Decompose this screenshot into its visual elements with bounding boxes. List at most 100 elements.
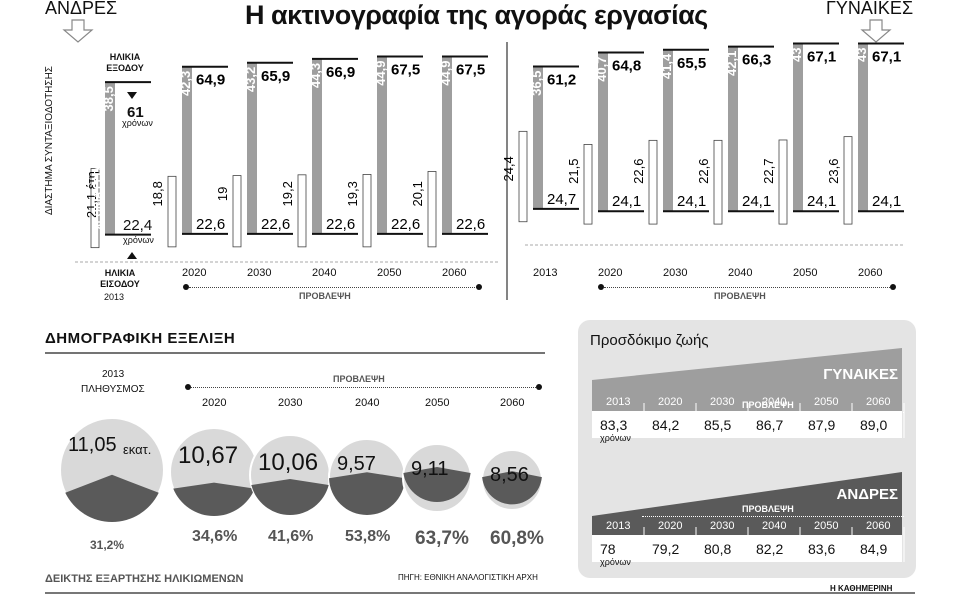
- demo-forecast-line: [191, 387, 536, 388]
- women-pension-years-2020: 21,5: [566, 159, 581, 184]
- men-header: ΑΝΔΡΕΣ: [45, 0, 118, 18]
- men-work-years-2040: 44,3: [308, 63, 323, 88]
- men-forecast-dot-end: [476, 284, 482, 290]
- men-pension-years-2013: 21,1 έτη: [84, 171, 99, 218]
- men-pension-years-2020: 18,8: [150, 181, 165, 206]
- women-work-bar-2060: [858, 43, 868, 212]
- women-pension-bar-2040: [713, 139, 723, 225]
- le-year-ΓΥΝΑΙΚΕΣ-2013: 2013: [606, 396, 631, 408]
- le-value-ΑΝΔΡΕΣ-2060: 84,9: [860, 541, 888, 557]
- dependency-segment-2020: [173, 482, 255, 516]
- men-entry-age-2060: 22,6: [456, 216, 485, 233]
- le-men-forecast-label: ΠΡΟΒΛΕΨΗ: [742, 504, 794, 514]
- le-year-ΓΥΝΑΙΚΕΣ-2030: 2030: [710, 396, 735, 408]
- men-year-2050: 2050: [377, 267, 402, 279]
- le-value-ΓΥΝΑΙΚΕΣ-2050: 87,9: [808, 417, 836, 433]
- le-women-label: ΓΥΝΑΙΚΕΣ: [823, 366, 898, 383]
- demo-year-2060: 2060: [500, 397, 525, 409]
- women-exit-age-2040: 66,3: [742, 52, 771, 69]
- le-value-ΑΝΔΡΕΣ-2040: 82,2: [756, 541, 784, 557]
- women-year-2040: 2040: [728, 267, 753, 279]
- publisher-label: Η ΚΑΘΗΜΕΡΙΝΗ: [830, 584, 893, 593]
- population-label: ΠΛΗΘΥΣΜΟΣ: [81, 384, 145, 395]
- women-work-bar-2040: [728, 46, 738, 212]
- women-work-bar-2020: [598, 52, 608, 212]
- women-pension-bar-2030: [648, 139, 658, 225]
- le-unit-1: χρόνων: [600, 557, 631, 567]
- women-year-2020: 2020: [598, 267, 623, 279]
- men-exit-age-2013: 61: [127, 104, 144, 121]
- men-entry-age-2050: 22,6: [391, 216, 420, 233]
- men-work-years-2013: 38,5: [101, 86, 116, 111]
- men-forecast-label: ΠΡΟΒΛΕΨΗ: [299, 291, 351, 301]
- men-entry-age-2013: 22,4: [123, 217, 153, 234]
- le-unit-0: χρόνων: [600, 433, 631, 443]
- men-year-2020: 2020: [182, 267, 207, 279]
- men-pension-bar-2040: [297, 174, 307, 248]
- demo-year-2050: 2050: [425, 397, 450, 409]
- women-pension-years-2013: 24,4: [501, 156, 516, 181]
- dependency-label: ΔΕΙΚΤΗΣ ΕΞΑΡΤΗΣΗΣ ΗΛΙΚΙΩΜΕΝΩΝ: [45, 573, 244, 585]
- le-year-ΑΝΔΡΕΣ-2050: 2050: [814, 520, 839, 532]
- men-arrow-icon: [62, 19, 94, 43]
- women-pension-years-2030: 22,6: [631, 159, 646, 184]
- men-pension-bar-2050: [362, 174, 372, 248]
- population-unit: εκατ.: [123, 442, 152, 457]
- men-work-bar-2040: [312, 58, 322, 234]
- exit-age-label: ΗΛΙΚΙΑ ΕΞΟΔΟΥ: [106, 52, 144, 73]
- women-forecast-dot-start: [598, 284, 604, 290]
- women-arrow-icon: [860, 19, 892, 43]
- life-expectancy-shapes: [592, 348, 905, 562]
- men-work-bar-2050: [377, 56, 387, 234]
- demo-year-2040: 2040: [355, 397, 380, 409]
- population-value-2060: 8,56: [490, 464, 529, 486]
- women-work-bar-2013: [533, 66, 543, 209]
- le-value-ΑΝΔΡΕΣ-2013: 78: [600, 541, 616, 557]
- men-exit-age-2060: 67,5: [456, 61, 485, 78]
- men-forecast-line: [189, 287, 479, 288]
- population-value-2040: 9,57: [337, 453, 376, 475]
- years-unit-entry: χρόνων: [123, 235, 154, 245]
- dependency-segment-2013: [65, 474, 159, 522]
- women-forecast-dot-end: [890, 284, 896, 290]
- men-base-year: 2013: [104, 292, 125, 302]
- dependency-segment-2040: [329, 472, 405, 516]
- le-year-ΓΥΝΑΙΚΕΣ-2040: 2040: [762, 396, 787, 408]
- dependency-value-2013: 31,2%: [90, 538, 125, 552]
- dependency-segment-2030: [251, 479, 329, 516]
- life-expectancy-header: Προσδόκιμο ζωής: [590, 332, 709, 349]
- le-men-label: ΑΝΔΡΕΣ: [836, 486, 898, 503]
- men-pension-years-2030: 19: [215, 187, 230, 201]
- dependency-segment-2060: [482, 471, 542, 505]
- men-work-bar-2020: [182, 66, 192, 234]
- men-pension-years-2040: 19,2: [280, 181, 295, 206]
- le-year-ΑΝΔΡΕΣ-2020: 2020: [658, 520, 683, 532]
- men-entry-age-2040: 22,6: [326, 216, 355, 233]
- women-work-bar-2050: [793, 43, 803, 212]
- men-pension-bar-2030: [232, 175, 242, 248]
- le-year-ΑΝΔΡΕΣ-2013: 2013: [606, 520, 631, 532]
- men-exit-age-2020: 64,9: [196, 72, 225, 89]
- women-forecast-line: [604, 287, 894, 288]
- women-pension-bar-2020: [583, 144, 593, 225]
- women-pension-years-2060: 23,6: [826, 159, 841, 184]
- dependency-value-2050: 63,7%: [415, 528, 469, 549]
- entry-arrow-icon: [127, 252, 137, 259]
- women-pension-bar-2013: [518, 130, 528, 223]
- le-year-ΑΝΔΡΕΣ-2060: 2060: [866, 520, 891, 532]
- women-work-years-2050: 43: [789, 48, 804, 62]
- women-work-years-2040: 42,1: [724, 51, 739, 76]
- le-year-ΓΥΝΑΙΚΕΣ-2060: 2060: [866, 396, 891, 408]
- men-entry-age-2030: 22,6: [261, 216, 290, 233]
- dependency-segment-2050: [403, 467, 471, 503]
- women-exit-age-2060: 67,1: [872, 49, 901, 66]
- women-entry-age-2060: 24,1: [872, 193, 901, 210]
- men-work-years-2060: 44,9: [438, 60, 453, 85]
- women-entry-age-2040: 24,1: [742, 193, 771, 210]
- men-year-2040: 2040: [312, 267, 337, 279]
- demo-forecast-dot-end: [536, 384, 542, 390]
- women-entry-age-2013: 24,7: [547, 191, 576, 208]
- dependency-value-2020: 34,6%: [192, 528, 238, 545]
- women-year-2013: 2013: [533, 267, 558, 279]
